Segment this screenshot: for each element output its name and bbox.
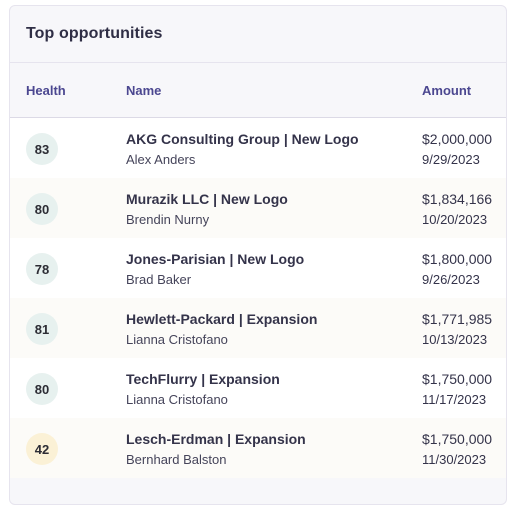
table-row[interactable]: 80 Murazik LLC | New Logo Brendin Nurny … <box>10 178 506 238</box>
opportunity-close-date: 11/30/2023 <box>422 452 487 467</box>
opportunity-amount: $1,750,000 <box>422 431 493 447</box>
opportunity-name-link[interactable]: Hewlett-Packard | Expansion <box>126 311 318 327</box>
health-score-badge: 83 <box>26 133 58 165</box>
opportunity-amount: $1,800,000 <box>422 251 493 267</box>
card-title: Top opportunities <box>26 25 163 42</box>
column-header-amount[interactable]: Amount <box>422 83 472 98</box>
opportunity-close-date: 11/17/2023 <box>422 392 487 407</box>
opportunity-owner: Brad Baker <box>126 272 192 287</box>
column-header-health[interactable]: Health <box>26 83 66 98</box>
table-row[interactable]: 80 TechFlurry | Expansion Lianna Cristof… <box>10 358 506 418</box>
table-row[interactable]: 81 Hewlett-Packard | Expansion Lianna Cr… <box>10 298 506 358</box>
opportunity-owner: Lianna Cristofano <box>126 392 228 407</box>
opportunity-list: 83 AKG Consulting Group | New Logo Alex … <box>10 118 506 478</box>
opportunity-close-date: 9/26/2023 <box>422 272 480 287</box>
opportunity-amount: $1,750,000 <box>422 371 493 387</box>
health-score-badge: 80 <box>26 193 58 225</box>
opportunity-name-link[interactable]: Jones-Parisian | New Logo <box>126 251 305 267</box>
card-header: Top opportunities <box>10 6 506 63</box>
table-row[interactable]: 78 Jones-Parisian | New Logo Brad Baker … <box>10 238 506 298</box>
column-header-name[interactable]: Name <box>126 83 162 98</box>
table-row[interactable]: 42 Lesch-Erdman | Expansion Bernhard Bal… <box>10 418 506 478</box>
opportunity-amount: $1,771,985 <box>422 311 493 327</box>
opportunity-owner: Bernhard Balston <box>126 452 227 467</box>
opportunity-amount: $2,000,000 <box>422 131 493 147</box>
opportunity-name-link[interactable]: TechFlurry | Expansion <box>126 371 280 387</box>
opportunity-close-date: 10/20/2023 <box>422 212 488 227</box>
opportunity-amount: $1,834,166 <box>422 191 493 207</box>
opportunity-close-date: 9/29/2023 <box>422 152 480 167</box>
opportunity-name-link[interactable]: Lesch-Erdman | Expansion <box>126 431 306 447</box>
opportunity-owner: Brendin Nurny <box>126 212 210 227</box>
opportunity-owner: Lianna Cristofano <box>126 332 228 347</box>
opportunity-name-link[interactable]: Murazik LLC | New Logo <box>126 191 288 207</box>
top-opportunities-card: Top opportunities Health Name Amount 83 … <box>9 5 507 505</box>
health-score-badge: 42 <box>26 433 58 465</box>
health-score-badge: 81 <box>26 313 58 345</box>
table-row[interactable]: 83 AKG Consulting Group | New Logo Alex … <box>10 118 506 178</box>
opportunity-owner: Alex Anders <box>126 152 196 167</box>
opportunity-name-link[interactable]: AKG Consulting Group | New Logo <box>126 131 359 147</box>
health-score-badge: 80 <box>26 373 58 405</box>
table-header: Health Name Amount <box>10 63 506 118</box>
opportunity-close-date: 10/13/2023 <box>422 332 488 347</box>
health-score-badge: 78 <box>26 253 58 285</box>
